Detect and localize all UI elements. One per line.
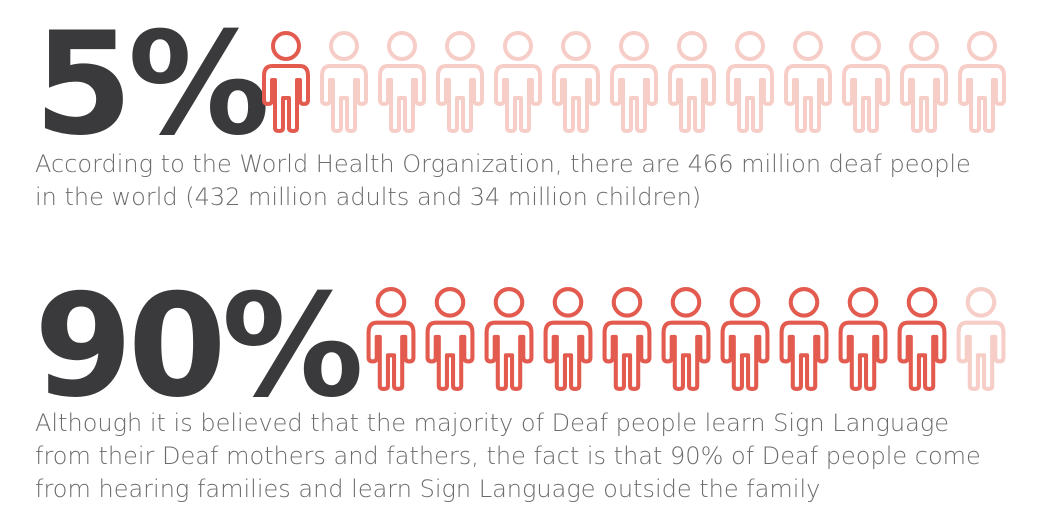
description-line: According to the World Health Organizati… <box>35 150 971 178</box>
person-outline-icon <box>494 31 542 133</box>
person-outline-icon <box>262 31 310 133</box>
people-icon-row <box>262 30 1006 134</box>
person-outline-icon <box>436 31 484 133</box>
person-outline-icon <box>784 31 832 133</box>
stat-block-deaf-population: 5% According to the World Health Organiz… <box>0 0 1050 240</box>
stat-number: 5% <box>34 2 270 167</box>
person-outline-icon <box>320 31 368 133</box>
people-icon-row <box>366 286 1006 392</box>
person-outline-icon <box>425 287 475 391</box>
description-line: Although it is believed that the majorit… <box>35 409 950 437</box>
description-line: from their Deaf mothers and fathers, the… <box>35 442 981 470</box>
person-outline-icon <box>661 287 711 391</box>
person-outline-icon <box>366 287 416 391</box>
person-outline-icon <box>552 31 600 133</box>
person-outline-icon <box>900 31 948 133</box>
person-outline-icon <box>602 287 652 391</box>
stat-number: 90% <box>34 264 364 429</box>
person-outline-icon <box>610 31 658 133</box>
person-outline-icon <box>958 31 1006 133</box>
person-outline-icon <box>378 31 426 133</box>
description-line: in the world (432 million adults and 34 … <box>35 183 702 211</box>
description-line: from hearing families and learn Sign Lan… <box>35 475 821 503</box>
person-outline-icon <box>842 31 890 133</box>
person-outline-icon <box>484 287 534 391</box>
person-outline-icon <box>779 287 829 391</box>
person-outline-icon <box>726 31 774 133</box>
stat-description: Although it is believed that the majorit… <box>35 407 981 506</box>
stat-description: According to the World Health Organizati… <box>35 148 971 214</box>
stat-block-hearing-families: 90% Although it is believed that the maj… <box>0 268 1050 532</box>
person-outline-icon <box>956 287 1006 391</box>
person-outline-icon <box>720 287 770 391</box>
person-outline-icon <box>838 287 888 391</box>
person-outline-icon <box>668 31 716 133</box>
person-outline-icon <box>543 287 593 391</box>
person-outline-icon <box>897 287 947 391</box>
